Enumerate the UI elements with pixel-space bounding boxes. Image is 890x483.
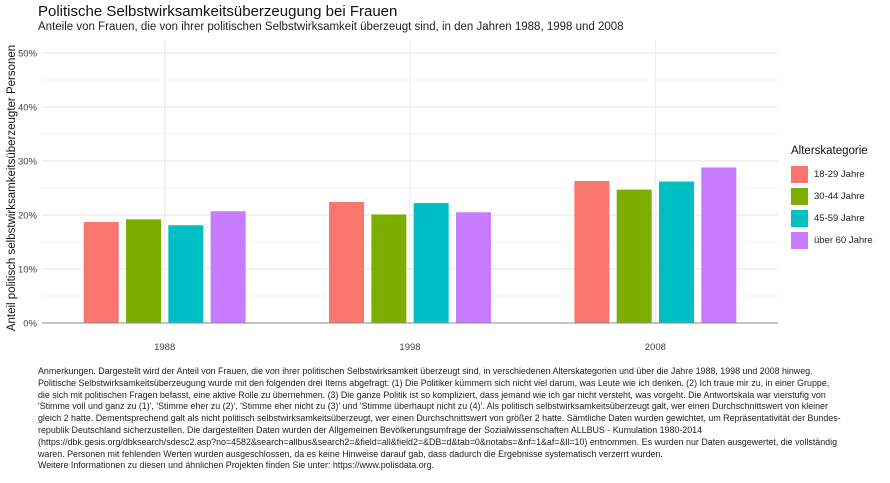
legend-item: 45-59 Jahre xyxy=(791,207,873,229)
bar xyxy=(83,222,119,323)
bar xyxy=(210,211,246,323)
footnote-line: (https://dbk.gesis.org/dbksearch/sdesc2.… xyxy=(38,436,838,447)
legend-label: 18-29 Jahre xyxy=(814,168,865,180)
y-tick-label: 30% xyxy=(18,157,38,168)
bar xyxy=(658,181,694,323)
bar xyxy=(413,203,449,323)
footnote-line: Weitere Informationen zu diesen und ähnl… xyxy=(38,460,434,471)
bar xyxy=(574,180,610,323)
bar xyxy=(329,202,365,323)
bar xyxy=(455,212,491,323)
legend-key xyxy=(791,187,808,205)
footnote: Anmerkungen. Dargestellt wird der Anteil… xyxy=(38,366,878,472)
footnote-line: gleich 2 hatte. Dementsprechend galt als… xyxy=(38,413,841,424)
legend-key xyxy=(791,165,808,183)
footnote-line: Politische Selbstwirksamkeitsüberzeugung… xyxy=(38,377,830,388)
y-tick-label: 40% xyxy=(18,103,38,114)
chart-title: Politische Selbstwirksamkeitsüberzeugung… xyxy=(38,3,398,20)
y-tick-label: 20% xyxy=(18,211,38,222)
legend-key xyxy=(791,209,808,227)
legend-label: über 60 Jahre xyxy=(814,234,873,246)
y-tick-label: 50% xyxy=(18,49,38,60)
y-tick-label: 0% xyxy=(23,319,37,330)
legend: Alterskategorie 18-29 Jahre 30-44 Jahre … xyxy=(791,145,873,251)
legend-item: über 60 Jahre xyxy=(791,229,873,251)
bar xyxy=(371,214,407,323)
legend-label: 45-59 Jahre xyxy=(814,212,865,224)
chart-subtitle: Anteile von Frauen, die von ihrer politi… xyxy=(38,21,624,33)
bar xyxy=(126,219,162,323)
legend-title: Alterskategorie xyxy=(791,145,868,157)
footnote-line: Anmerkungen. Dargestellt wird der Anteil… xyxy=(38,366,813,376)
footnote-line: die sich mit politischen Fragen befasst,… xyxy=(38,389,826,400)
bar xyxy=(168,225,204,323)
chart-plot: 0% 10% 20% 30% 40% 50% 1988 1998 2008 xyxy=(18,40,778,353)
legend-item: 30-44 Jahre xyxy=(791,185,873,207)
x-tick-label: 1988 xyxy=(154,342,175,353)
footnote-line: republik Deutschland sicherzustellen. Di… xyxy=(38,424,703,435)
x-tick-label: 1998 xyxy=(399,342,420,353)
legend-item: 18-29 Jahre xyxy=(791,163,873,185)
bar xyxy=(616,189,652,323)
y-tick-label: 10% xyxy=(18,265,38,276)
bar xyxy=(701,167,737,323)
legend-key xyxy=(791,231,808,249)
x-tick-label: 2008 xyxy=(645,342,666,353)
legend-label: 30-44 Jahre xyxy=(814,190,865,202)
footnote-line: 'Stimme voll und ganz zu (1)', 'Stimme e… xyxy=(38,401,828,412)
footnote-line: waren. Personen mit fehlenden Werten wur… xyxy=(38,448,663,459)
